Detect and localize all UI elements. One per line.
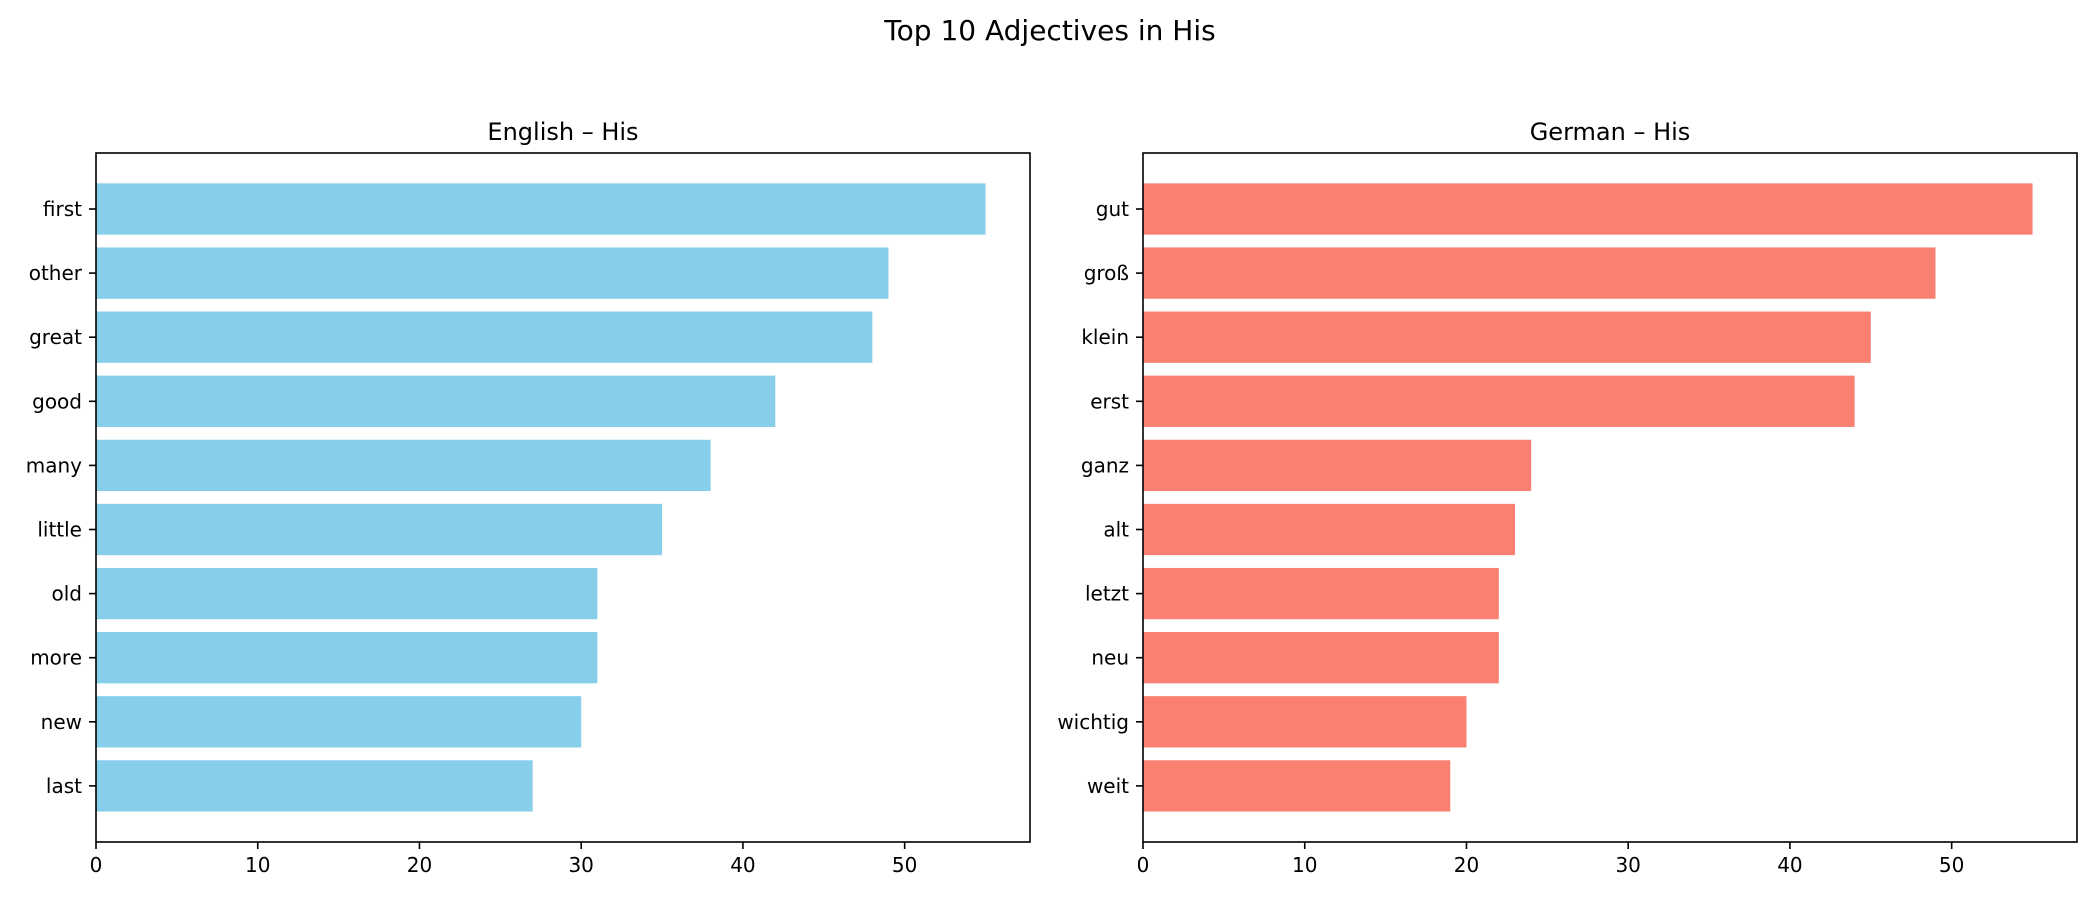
english-x-tick-label-1: 10 — [245, 853, 270, 877]
german-category-label-6: letzt — [1085, 582, 1129, 606]
english-bar-0 — [96, 183, 986, 235]
german-category-label-1: groß — [1084, 261, 1129, 285]
german-bars — [1143, 183, 2033, 812]
german-x-ticks: 0 10 20 30 40 50 — [1137, 842, 1964, 877]
german-panel-title: German – His — [1530, 118, 1691, 146]
english-category-label-9: last — [46, 774, 82, 798]
english-x-tick-label-2: 20 — [407, 853, 432, 877]
english-bar-3 — [96, 375, 776, 427]
german-category-label-7: neu — [1091, 646, 1129, 670]
english-x-tick-label-0: 0 — [90, 853, 103, 877]
german-x-tick-label-2: 20 — [1454, 853, 1479, 877]
german-bar-6 — [1143, 567, 1499, 620]
english-bar-7 — [96, 632, 598, 684]
english-category-label-0: first — [43, 197, 82, 221]
german-category-label-9: weit — [1087, 774, 1129, 798]
english-panel: English – His first other great good many lit… — [26, 118, 1031, 877]
german-category-labels: gut groß klein erst ganz alt letzt neu wichtig we… — [1057, 197, 1143, 798]
english-category-labels: first other great good many little old more new l… — [26, 197, 96, 798]
english-bar-9 — [96, 760, 533, 812]
german-bar-9 — [1143, 760, 1451, 812]
german-bar-2 — [1143, 311, 1871, 363]
german-category-label-0: gut — [1096, 197, 1129, 221]
german-x-tick-label-4: 40 — [1777, 853, 1802, 877]
english-category-label-1: other — [29, 261, 83, 285]
german-bar-7 — [1143, 632, 1499, 684]
german-x-tick-label-5: 50 — [1939, 853, 1964, 877]
english-bar-1 — [96, 247, 889, 299]
german-category-label-3: erst — [1090, 389, 1129, 413]
english-category-label-7: more — [30, 646, 82, 670]
english-panel-title: English – His — [487, 118, 638, 146]
german-bar-5 — [1143, 503, 1515, 556]
english-x-tick-label-3: 30 — [568, 853, 593, 877]
german-x-tick-label-1: 10 — [1292, 853, 1317, 877]
english-category-label-2: great — [29, 325, 82, 349]
english-x-tick-label-5: 50 — [892, 853, 917, 877]
german-category-label-2: klein — [1081, 325, 1129, 349]
english-bar-6 — [96, 567, 598, 620]
german-bar-8 — [1143, 696, 1467, 748]
english-category-label-4: many — [26, 453, 82, 477]
english-x-tick-label-4: 40 — [730, 853, 755, 877]
english-bar-8 — [96, 696, 582, 748]
figure-title: Top 10 Adjectives in His — [883, 14, 1215, 47]
german-x-tick-label-3: 30 — [1615, 853, 1640, 877]
english-bar-4 — [96, 439, 711, 492]
german-x-tick-label-0: 0 — [1137, 853, 1150, 877]
german-axes-frame — [1142, 152, 2078, 843]
german-category-label-4: ganz — [1081, 453, 1129, 477]
english-category-label-6: old — [52, 582, 83, 606]
german-panel: German – His gut groß klein erst ganz alt letz… — [1057, 118, 2078, 877]
german-category-label-5: alt — [1103, 518, 1129, 542]
german-category-label-8: wichtig — [1057, 710, 1129, 734]
english-category-label-3: good — [32, 389, 82, 413]
english-axes-frame — [95, 152, 1031, 843]
english-bar-2 — [96, 311, 873, 363]
english-category-label-5: little — [37, 518, 82, 542]
english-bars — [96, 183, 986, 812]
german-bar-0 — [1143, 183, 2033, 235]
german-bar-3 — [1143, 375, 1855, 427]
english-bar-5 — [96, 503, 663, 556]
german-bar-1 — [1143, 247, 1936, 299]
german-bar-4 — [1143, 439, 1532, 492]
english-x-ticks: 0 10 20 30 40 50 — [90, 842, 917, 877]
english-category-label-8: new — [41, 710, 82, 734]
